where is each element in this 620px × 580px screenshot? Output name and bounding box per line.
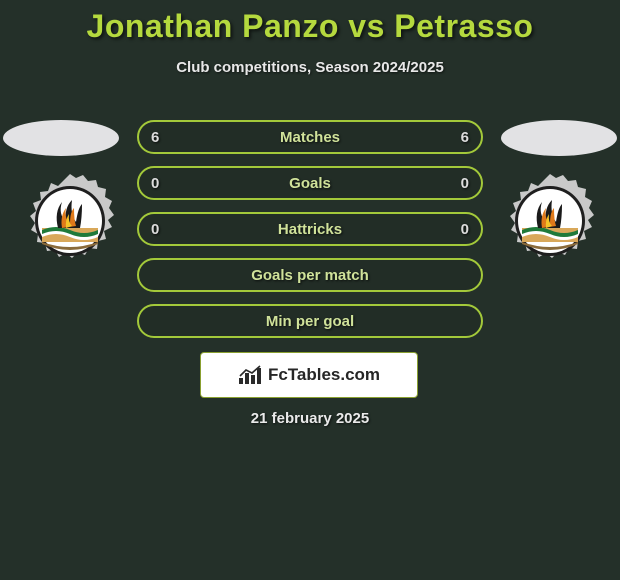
date-label: 21 february 2025 (0, 410, 620, 427)
stat-right-value: 6 (461, 129, 469, 146)
stats-table: 6 Matches 6 0 Goals 0 0 Hattricks 0 Goal… (137, 120, 483, 350)
stat-label: Goals per match (251, 267, 369, 284)
stat-row-goals-per-match: Goals per match (137, 258, 483, 292)
page-title: Jonathan Panzo vs Petrasso (0, 0, 620, 45)
club-badge-left (20, 172, 120, 272)
stat-row-hattricks: 0 Hattricks 0 (137, 212, 483, 246)
stat-row-goals: 0 Goals 0 (137, 166, 483, 200)
stat-right-value: 0 (461, 175, 469, 192)
brand-watermark: FcTables.com (200, 352, 418, 398)
stat-label: Matches (280, 129, 340, 146)
stat-left-value: 6 (151, 129, 159, 146)
stat-right-value: 0 (461, 221, 469, 238)
stat-label: Goals (289, 175, 331, 192)
brand-text: FcTables.com (268, 365, 380, 385)
player-photo-right (501, 120, 617, 156)
player-photo-left (3, 120, 119, 156)
subtitle: Club competitions, Season 2024/2025 (0, 59, 620, 76)
stat-left-value: 0 (151, 221, 159, 238)
club-badge-right (500, 172, 600, 272)
stat-row-matches: 6 Matches 6 (137, 120, 483, 154)
stat-label: Hattricks (278, 221, 342, 238)
stat-label: Min per goal (266, 313, 354, 330)
stat-left-value: 0 (151, 175, 159, 192)
bars-icon (238, 364, 264, 386)
stat-row-min-per-goal: Min per goal (137, 304, 483, 338)
